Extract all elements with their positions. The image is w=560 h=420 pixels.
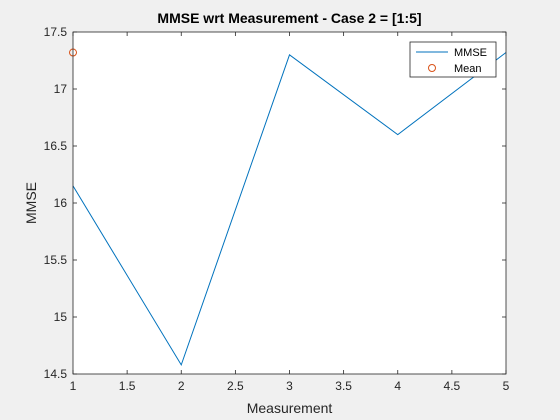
x-tick-label: 4 xyxy=(394,379,401,393)
y-tick-label: 16 xyxy=(54,196,68,210)
x-axis-label: Measurement xyxy=(247,400,333,416)
x-tick-label: 2 xyxy=(178,379,185,393)
x-tick-label: 2.5 xyxy=(227,379,244,393)
y-tick-label: 17 xyxy=(54,82,68,96)
legend-mmse-label: MMSE xyxy=(454,47,487,59)
legend-mean-marker-icon xyxy=(428,64,436,72)
legend-box xyxy=(409,41,497,78)
y-tick-label: 17.5 xyxy=(44,25,68,39)
axes-frame xyxy=(72,31,507,375)
x-axis-ticks: 1 1.5 2 2.5 3 3.5 4 4.5 5 xyxy=(70,32,510,393)
y-tick-label: 15.5 xyxy=(44,253,68,267)
x-tick-label: 3 xyxy=(286,379,293,393)
plot-area xyxy=(73,32,506,374)
y-axis-label: MMSE xyxy=(23,182,39,224)
x-tick-label: 3.5 xyxy=(335,379,352,393)
chart-title: MMSE wrt Measurement - Case 2 = [1:5] xyxy=(157,10,421,26)
x-tick-label: 5 xyxy=(503,379,510,393)
series-line-mmse xyxy=(72,52,507,367)
x-tick-label: 4.5 xyxy=(444,379,461,393)
y-tick-label: 16.5 xyxy=(44,139,68,153)
legend: MMSE Mean xyxy=(409,41,497,78)
x-tick-label: 1.5 xyxy=(119,379,136,393)
y-axis-ticks: 14.5 15 15.5 16 16.5 17 17.5 xyxy=(44,25,506,381)
legend-mean-label: Mean xyxy=(454,63,482,75)
y-tick-label: 14.5 xyxy=(44,367,68,381)
x-tick-label: 1 xyxy=(70,379,77,393)
y-tick-label: 15 xyxy=(54,310,68,324)
